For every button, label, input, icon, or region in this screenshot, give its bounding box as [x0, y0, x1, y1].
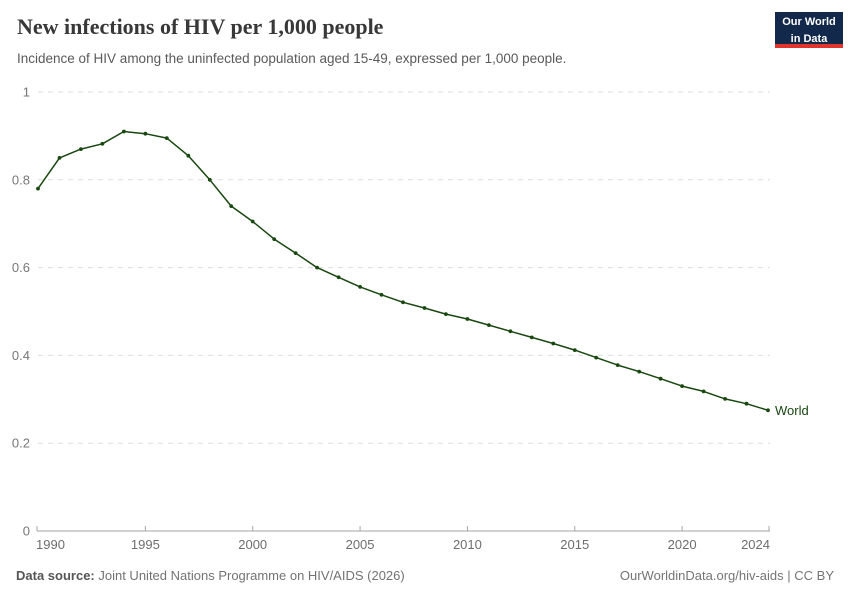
y-axis-tick-label: 0.6 [12, 260, 30, 275]
data-point[interactable] [701, 389, 706, 394]
x-axis-tick-label: 2024 [741, 537, 770, 552]
page-title: New infections of HIV per 1,000 people [17, 14, 384, 39]
data-source-note: Data source: Joint United Nations Progra… [16, 568, 405, 584]
data-point[interactable] [207, 177, 212, 182]
data-point[interactable] [122, 129, 126, 134]
data-point[interactable] [723, 397, 727, 401]
data-point[interactable] [766, 408, 770, 413]
owid-logo-line1: Our World [782, 16, 836, 28]
data-point[interactable] [36, 186, 40, 191]
data-point[interactable] [358, 285, 362, 289]
data-point[interactable] [100, 141, 105, 146]
owid-logo-accent-bar [775, 44, 843, 48]
data-point[interactable] [680, 384, 684, 388]
x-axis-tick-label: 1995 [131, 537, 160, 552]
x-axis-tick-label: 2005 [346, 537, 375, 552]
data-point[interactable] [336, 275, 341, 280]
x-axis-tick-label: 1990 [36, 537, 65, 552]
chart-subtitle: Incidence of HIV among the uninfected po… [17, 51, 567, 66]
y-axis-tick-label: 0 [23, 524, 30, 539]
data-point[interactable] [487, 323, 491, 327]
data-point[interactable] [315, 265, 319, 270]
y-axis-tick-label: 0.2 [12, 436, 30, 451]
series-line-world[interactable] [37, 130, 769, 412]
data-point[interactable] [594, 355, 599, 360]
data-point[interactable] [508, 329, 513, 334]
data-point[interactable] [422, 306, 427, 310]
x-axis-tick-label: 2015 [560, 537, 589, 552]
data-point[interactable] [637, 369, 642, 374]
data-source-label: Data source: [16, 568, 95, 583]
data-point[interactable] [529, 335, 534, 340]
data-point[interactable] [250, 219, 255, 224]
data-point[interactable] [293, 251, 298, 256]
x-axis-tick-label: 2000 [238, 537, 267, 552]
x-axis-tick-label: 2020 [668, 537, 697, 552]
data-source-text: Joint United Nations Programme on HIV/AI… [94, 568, 405, 583]
y-axis-tick-label: 0.8 [12, 172, 30, 187]
data-point[interactable] [615, 363, 620, 367]
chart-footer: Data source: Joint United Nations Progra… [16, 568, 834, 584]
series-end-label[interactable]: World [775, 403, 809, 418]
data-point[interactable] [57, 156, 62, 160]
data-point[interactable] [401, 300, 405, 305]
data-point[interactable] [164, 136, 169, 140]
data-point[interactable] [143, 131, 148, 136]
data-point[interactable] [272, 237, 277, 242]
line-chart: 0 0.2 0.4 0.6 0.8 1 1990 1995 2000 2005 2010 2015 20… [12, 85, 809, 553]
data-point[interactable] [79, 147, 83, 151]
x-axis-tick-label: 2010 [453, 537, 482, 552]
data-point[interactable] [444, 312, 448, 316]
owid-logo[interactable]: Our World in Data [775, 12, 843, 48]
data-point[interactable] [551, 341, 556, 346]
y-axis-tick-label: 1 [23, 85, 30, 100]
data-point[interactable] [379, 292, 384, 297]
data-point[interactable] [744, 401, 749, 406]
data-point[interactable] [658, 376, 663, 381]
y-axis-tick-label: 0.4 [12, 348, 30, 363]
data-point[interactable] [465, 317, 470, 321]
data-point[interactable] [186, 153, 191, 158]
attribution-link[interactable]: OurWorldinData.org/hiv-aids | CC BY [619, 568, 834, 583]
data-point[interactable] [572, 348, 577, 352]
owid-logo-line2: in Data [790, 33, 828, 45]
data-point[interactable] [229, 204, 234, 208]
